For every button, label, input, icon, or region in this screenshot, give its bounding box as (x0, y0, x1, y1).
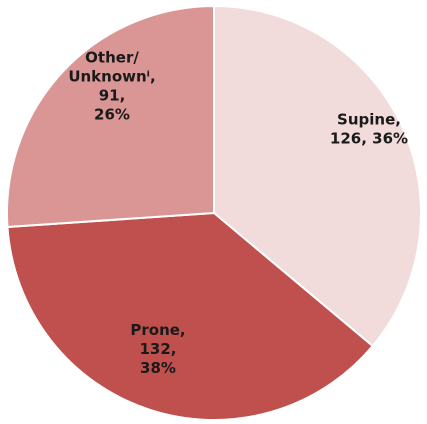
slice-label-line: 132, (139, 340, 176, 358)
pie-slices (6, 4, 422, 421)
slice-label-line: 26% (94, 106, 130, 124)
slice-label-line: 126, 36% (330, 130, 408, 148)
slice-label-line: Unknownⁱ, (68, 68, 155, 86)
slice-label-line: 91, (99, 87, 126, 105)
slice-label-line: Other/ (85, 49, 139, 67)
pie-slice-supine (213, 4, 422, 348)
slice-label-prone: Prone, 132, 38% (130, 321, 185, 377)
pie-slice-other-unknown (6, 4, 215, 229)
slice-label-line: 38% (140, 359, 176, 377)
slice-label-line: Prone, (130, 321, 185, 339)
pie-slice-prone (6, 211, 375, 421)
slice-label-line: Supine, (337, 111, 401, 129)
slice-label-other-unknown: Other/Unknownⁱ, 91, 26% (68, 49, 155, 124)
pie-labels: Supine, 126, 36% Prone, 132, 38% Other/Unknow… (68, 49, 408, 378)
slice-label-supine: Supine, 126, 36% (330, 111, 408, 148)
